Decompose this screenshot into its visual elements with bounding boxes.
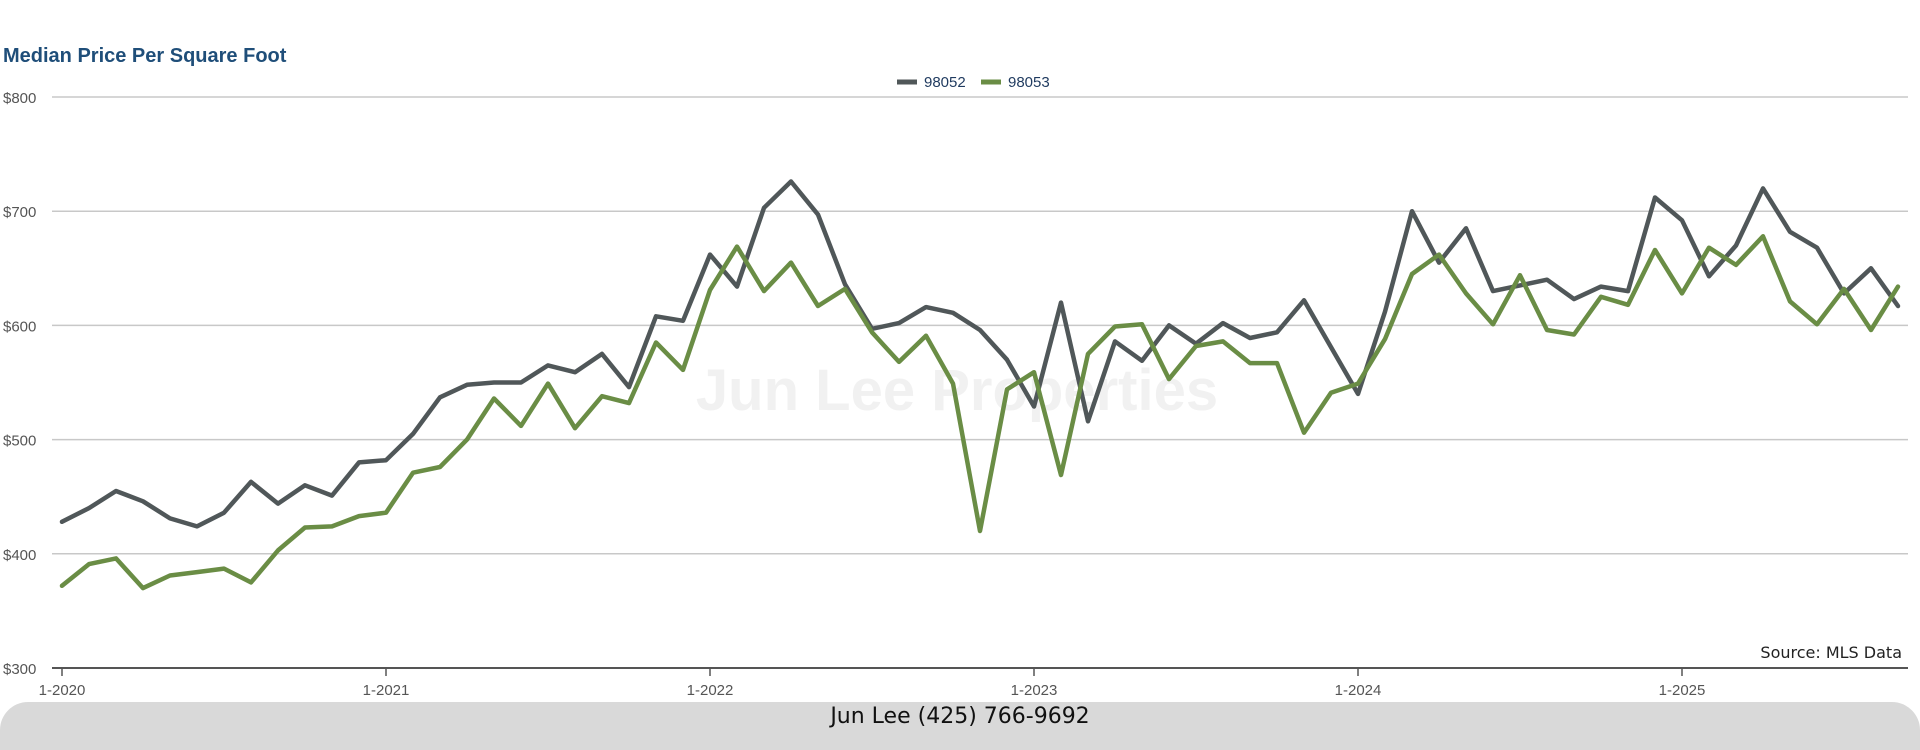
y-axis: $300 $400 $500 $600 $700 $800 [3, 90, 36, 678]
y-tick-label: $600 [3, 318, 36, 335]
x-tick-label: 1-2021 [363, 682, 410, 699]
chart-gridlines [52, 96, 1908, 555]
y-tick-label: $800 [3, 90, 36, 107]
y-tick-label: $400 [3, 547, 36, 564]
line-chart: Jun Lee Properties Median Price Per Squa… [3, 45, 1908, 699]
legend-label: 98052 [924, 74, 966, 91]
legend-label: 98053 [1008, 74, 1050, 91]
chart-series [59, 179, 1901, 591]
chart-title: Median Price Per Square Foot [3, 45, 287, 67]
y-tick-label: $500 [3, 433, 36, 450]
x-axis: 1-2020 1-2021 1-2022 1-2023 1-2024 1-2025 [39, 667, 1908, 699]
y-tick-label: $300 [3, 661, 36, 678]
footer-contact: Jun Lee (425) 766-9692 [830, 704, 1090, 729]
x-tick-label: 1-2023 [1011, 682, 1058, 699]
x-tick-label: 1-2022 [687, 682, 734, 699]
series-line-98053 [59, 234, 1901, 591]
source-annotation: Source: MLS Data [1760, 643, 1902, 662]
x-tick-label: 1-2020 [39, 682, 86, 699]
series-line-98052 [59, 179, 1901, 529]
chart-legend: 98052 98053 [897, 74, 1050, 91]
y-tick-label: $700 [3, 204, 36, 221]
x-tick-label: 1-2025 [1659, 682, 1706, 699]
x-tick-label: 1-2024 [1335, 682, 1382, 699]
footer-bar [0, 702, 1920, 750]
